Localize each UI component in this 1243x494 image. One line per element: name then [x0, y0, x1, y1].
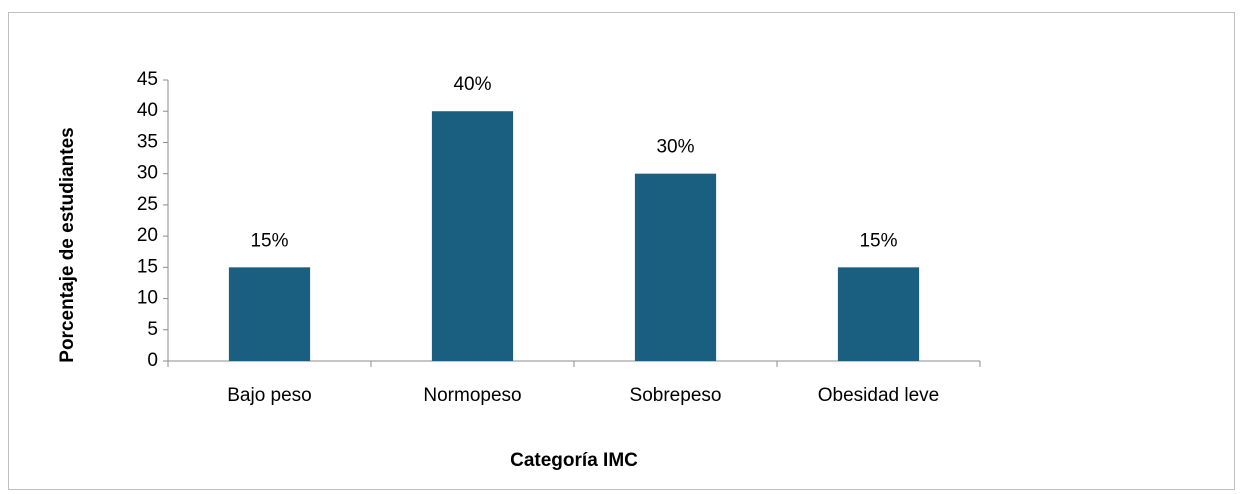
y-axis-title: Porcentaje de estudiantes: [57, 127, 78, 362]
y-tick-label: 45: [137, 69, 158, 90]
x-tick-label: Normopeso: [423, 385, 521, 406]
y-tick-label: 20: [137, 225, 158, 246]
bar: [837, 267, 920, 361]
bar: [431, 111, 514, 361]
y-tick-label: 30: [137, 163, 158, 184]
data-label: 30%: [656, 137, 694, 158]
y-tick-label: 10: [137, 288, 158, 309]
y-tick-label: 5: [147, 319, 158, 340]
y-tick-label: 35: [137, 131, 158, 152]
data-label: 15%: [250, 230, 288, 251]
x-tick-label: Sobrepeso: [630, 385, 722, 406]
chart-frame: [8, 12, 1235, 490]
data-label: 40%: [453, 74, 491, 95]
y-tick-label: 25: [137, 194, 158, 215]
y-tick-label: 0: [147, 350, 158, 371]
bar: [228, 267, 311, 361]
bar: [634, 173, 717, 361]
data-label: 15%: [859, 230, 897, 251]
x-tick-label: Obesidad leve: [818, 385, 939, 406]
y-tick-label: 15: [137, 256, 158, 277]
x-axis-title: Categoría IMC: [510, 450, 638, 471]
x-tick-label: Bajo peso: [227, 385, 312, 406]
y-tick-label: 40: [137, 100, 158, 121]
